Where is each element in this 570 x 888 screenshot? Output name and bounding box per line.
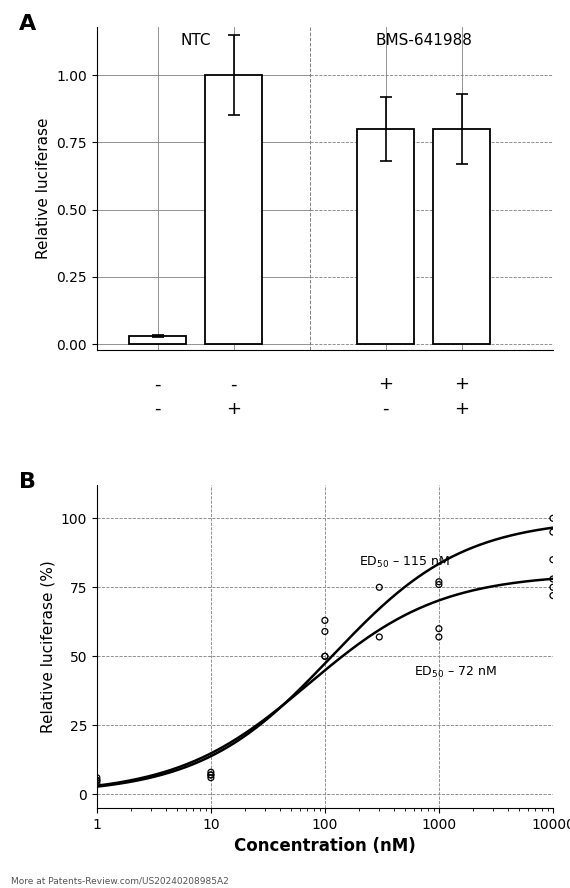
Point [548,525,557,539]
Point [320,649,329,663]
Point [548,589,557,603]
Point [548,572,557,586]
Point [320,624,329,638]
Text: +: + [378,376,393,393]
Y-axis label: Relative luciferase (%): Relative luciferase (%) [40,560,55,733]
Point [434,630,443,644]
Text: BMS-641988: BMS-641988 [375,33,472,48]
Text: +: + [454,400,469,417]
Text: B: B [19,472,36,492]
Point [548,580,557,594]
Text: +: + [226,400,241,417]
Point [548,552,557,567]
Point [92,773,101,788]
Point [548,511,557,526]
Point [374,580,384,594]
Bar [433,129,490,345]
Point [434,622,443,636]
Point [206,768,215,782]
Point [320,649,329,663]
Point [374,630,384,644]
Point [206,765,215,780]
Text: More at Patents-Review.com/US20240208985A2: More at Patents-Review.com/US20240208985… [11,876,229,885]
Point [206,771,215,785]
Point [92,773,101,788]
Point [206,768,215,782]
Text: NTC: NTC [181,33,211,48]
Y-axis label: Relative luciferase: Relative luciferase [36,117,51,258]
Bar [357,129,414,345]
Point [320,614,329,628]
Text: ED$_{50}$ – 72 nM: ED$_{50}$ – 72 nM [414,665,496,680]
X-axis label: Concentration (nM): Concentration (nM) [234,837,416,855]
Bar [205,75,262,345]
Point [92,771,101,785]
Point [92,776,101,790]
Point [434,575,443,589]
Text: -: - [154,400,161,417]
Text: -: - [230,376,237,393]
Text: A: A [19,13,36,34]
Bar [129,336,186,345]
Text: ED$_{50}$ – 115 nM: ED$_{50}$ – 115 nM [359,555,450,570]
Text: -: - [154,376,161,393]
Point [434,577,443,591]
Text: +: + [454,376,469,393]
Text: -: - [382,400,389,417]
